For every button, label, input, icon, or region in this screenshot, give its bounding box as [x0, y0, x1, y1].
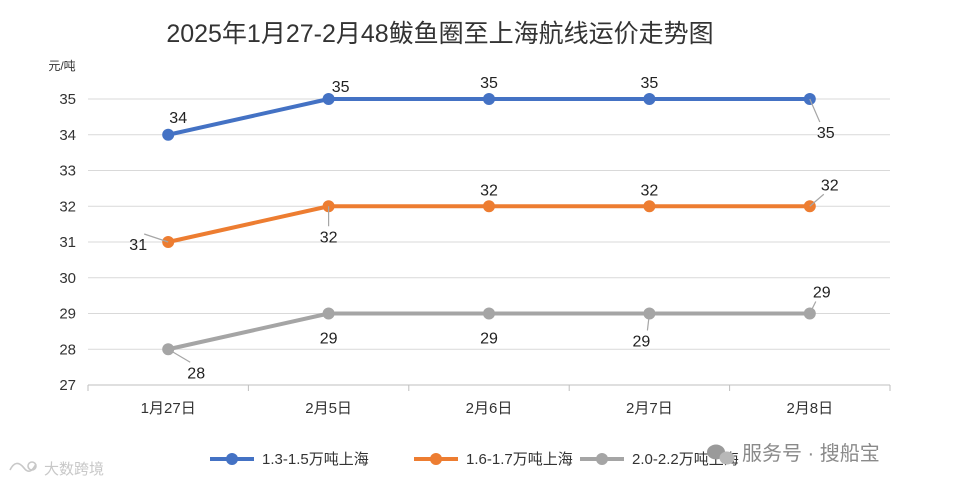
data-label: 28	[187, 365, 205, 382]
data-label: 34	[169, 110, 187, 127]
data-label: 32	[480, 182, 498, 199]
data-label: 29	[480, 331, 498, 348]
data-point	[483, 93, 495, 105]
y-axis-ticks: 27 28 29 30 31 32 33 34 35	[59, 91, 76, 394]
legend-marker	[226, 453, 238, 465]
data-label: 29	[813, 285, 831, 302]
label-leader-line	[144, 233, 169, 243]
watermark-brand: 大数跨境	[44, 460, 104, 478]
y-tick-label: 29	[59, 306, 76, 323]
watermark-service-account: 服务号 · 搜船宝	[742, 442, 880, 465]
y-tick-label: 35	[59, 91, 76, 108]
data-label: 35	[817, 125, 835, 142]
data-label: 32	[641, 182, 659, 199]
label-leader-line	[646, 313, 650, 331]
x-tick-label: 2月7日	[626, 400, 673, 417]
label-leader-line	[809, 193, 825, 207]
chart-title: 2025年1月27-2月48鲅鱼圈至上海航线运价走势图	[166, 20, 713, 48]
legend-item: 1.6-1.7万吨上海	[414, 451, 573, 468]
legend-label: 1.6-1.7万吨上海	[466, 451, 573, 468]
y-tick-label: 28	[59, 341, 76, 358]
data-labels-layer: 34 35 35 35 35 31 32 32 32 32 28 29 29 29 29	[129, 75, 838, 382]
data-point	[322, 93, 335, 105]
y-tick-label: 34	[59, 127, 76, 144]
data-label: 32	[320, 229, 338, 246]
legend: 1.3-1.5万吨上海 1.6-1.7万吨上海 2.0-2.2万吨上海	[210, 451, 739, 468]
x-tick-label: 2月6日	[466, 400, 513, 417]
brand-watermark: 大数跨境	[9, 460, 104, 478]
x-tick-label: 2月8日	[786, 400, 833, 417]
data-label: 31	[129, 237, 147, 254]
x-tick-label: 1月27日	[141, 400, 196, 417]
brand-logo-icon	[9, 461, 37, 472]
data-point	[643, 200, 656, 213]
label-leader-line	[167, 348, 191, 363]
data-label: 35	[480, 75, 498, 92]
y-tick-label: 33	[59, 163, 76, 180]
legend-marker	[596, 453, 608, 465]
data-label: 32	[821, 177, 839, 194]
label-leader-line	[809, 301, 817, 314]
data-label: 35	[332, 79, 350, 96]
y-tick-label: 31	[59, 234, 76, 251]
data-point	[483, 307, 495, 320]
y-tick-label: 32	[59, 198, 76, 215]
data-label: 29	[633, 334, 651, 351]
y-tick-label: 30	[59, 270, 76, 287]
data-point	[162, 128, 175, 141]
data-point	[643, 93, 656, 105]
series-layer	[162, 93, 816, 356]
legend-marker	[430, 453, 442, 465]
x-axis: 1月27日 2月5日 2月6日 2月7日 2月8日	[87, 384, 891, 417]
wechat-watermark: 服务号 · 搜船宝	[707, 442, 880, 465]
data-label: 35	[641, 75, 659, 92]
data-point	[483, 200, 495, 213]
wechat-icon	[707, 444, 735, 465]
data-label: 29	[320, 331, 338, 348]
label-leader-line	[809, 98, 821, 123]
x-tick-label: 2月5日	[305, 400, 352, 417]
legend-item: 1.3-1.5万吨上海	[210, 451, 369, 468]
legend-label: 1.3-1.5万吨上海	[262, 451, 369, 468]
y-axis-unit-label: 元/吨	[48, 59, 75, 73]
data-point	[322, 307, 335, 320]
y-tick-label: 27	[59, 377, 76, 394]
